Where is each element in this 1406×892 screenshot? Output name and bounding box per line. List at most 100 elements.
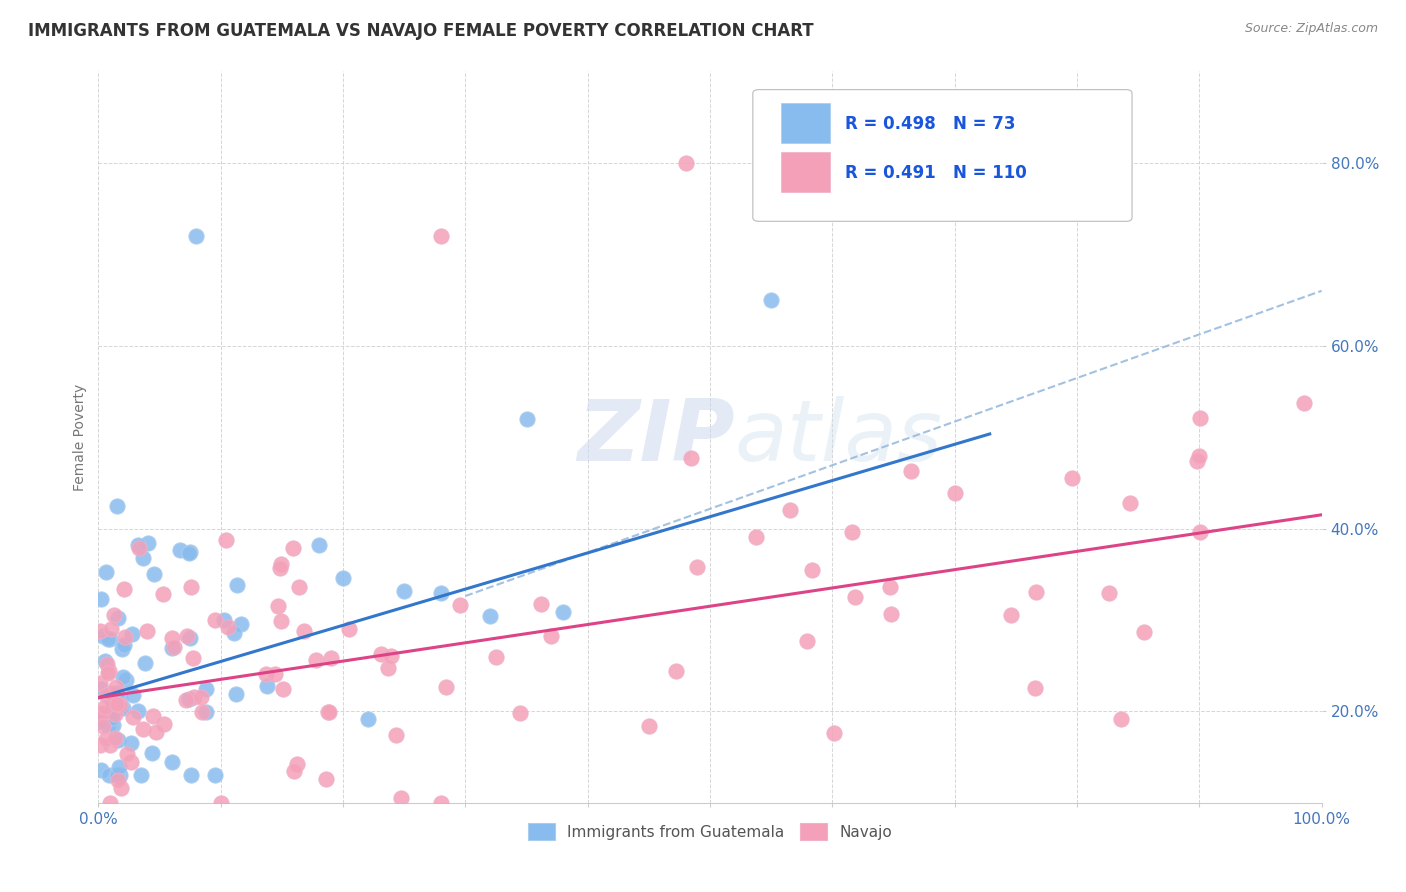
Point [285,757,308,772]
Point [179,545,201,559]
Point [108,760,131,774]
Point [270,614,292,628]
Point [1062,471,1084,485]
Point [801,563,824,577]
Point [115,747,138,762]
Point [1188,450,1211,464]
Point [1025,585,1047,599]
Point [107,733,129,747]
Point [160,631,183,645]
Point [229,617,252,632]
Point [142,708,165,723]
Point [98,738,121,752]
Point [96,565,118,579]
Point [256,679,278,693]
Point [98,686,121,700]
Point [485,649,508,664]
Point [264,666,287,681]
Point [215,533,238,548]
Point [97,632,120,646]
Point [94,654,117,668]
Point [686,560,709,574]
Point [89,714,111,728]
Point [127,538,149,552]
Point [1024,681,1046,696]
Point [283,764,305,779]
Point [136,536,159,550]
Point [321,650,343,665]
Point [134,656,156,670]
Point [101,691,124,706]
Point [1119,496,1142,510]
Point [122,689,145,703]
Point [101,711,124,725]
Point [553,605,575,619]
Point [318,705,340,719]
Y-axis label: Female Poverty: Female Poverty [73,384,87,491]
Point [97,665,120,679]
Point [97,718,120,732]
Point [1189,525,1212,540]
Point [370,647,392,661]
Point [100,693,122,707]
FancyBboxPatch shape [780,103,830,143]
Point [1098,586,1121,600]
Point [1000,608,1022,623]
Text: R = 0.491   N = 110: R = 0.491 N = 110 [845,164,1026,182]
Point [103,608,125,623]
Point [179,631,201,645]
Point [308,538,330,552]
Point [112,582,135,596]
Point [108,768,131,782]
Point [89,738,111,752]
Point [97,665,120,680]
Point [222,625,245,640]
Text: atlas: atlas [734,395,942,479]
Point [110,780,132,795]
Point [110,699,132,714]
Point [169,543,191,558]
Point [101,718,124,732]
Text: R = 0.498   N = 73: R = 0.498 N = 73 [845,115,1015,133]
Point [288,580,311,594]
Point [212,613,235,627]
Point [217,619,239,633]
Point [270,558,292,572]
Point [97,768,120,782]
Point [111,701,134,715]
Point [392,584,416,599]
Point [104,680,127,694]
Point [132,551,155,566]
Point [377,661,399,675]
Text: Source: ZipAtlas.com: Source: ZipAtlas.com [1244,22,1378,36]
Point [389,790,412,805]
Point [107,773,129,788]
Point [681,450,703,465]
Point [254,666,277,681]
Point [318,705,340,719]
Point [98,632,121,647]
Point [1189,411,1212,425]
Point [112,670,135,684]
Point [120,736,142,750]
Point [177,691,200,706]
Point [269,561,291,575]
FancyBboxPatch shape [780,152,830,192]
Point [152,717,174,731]
Point [129,768,152,782]
Point [115,673,138,688]
Point [105,696,128,710]
Point [195,682,218,697]
Point [1109,713,1132,727]
Point [180,581,202,595]
Point [844,590,866,604]
Point [225,687,247,701]
Point [823,726,845,740]
Point [152,587,174,601]
Point [900,464,922,478]
Point [478,609,501,624]
Point [121,626,143,640]
Point [160,755,183,769]
Point [108,692,131,706]
Point [176,629,198,643]
